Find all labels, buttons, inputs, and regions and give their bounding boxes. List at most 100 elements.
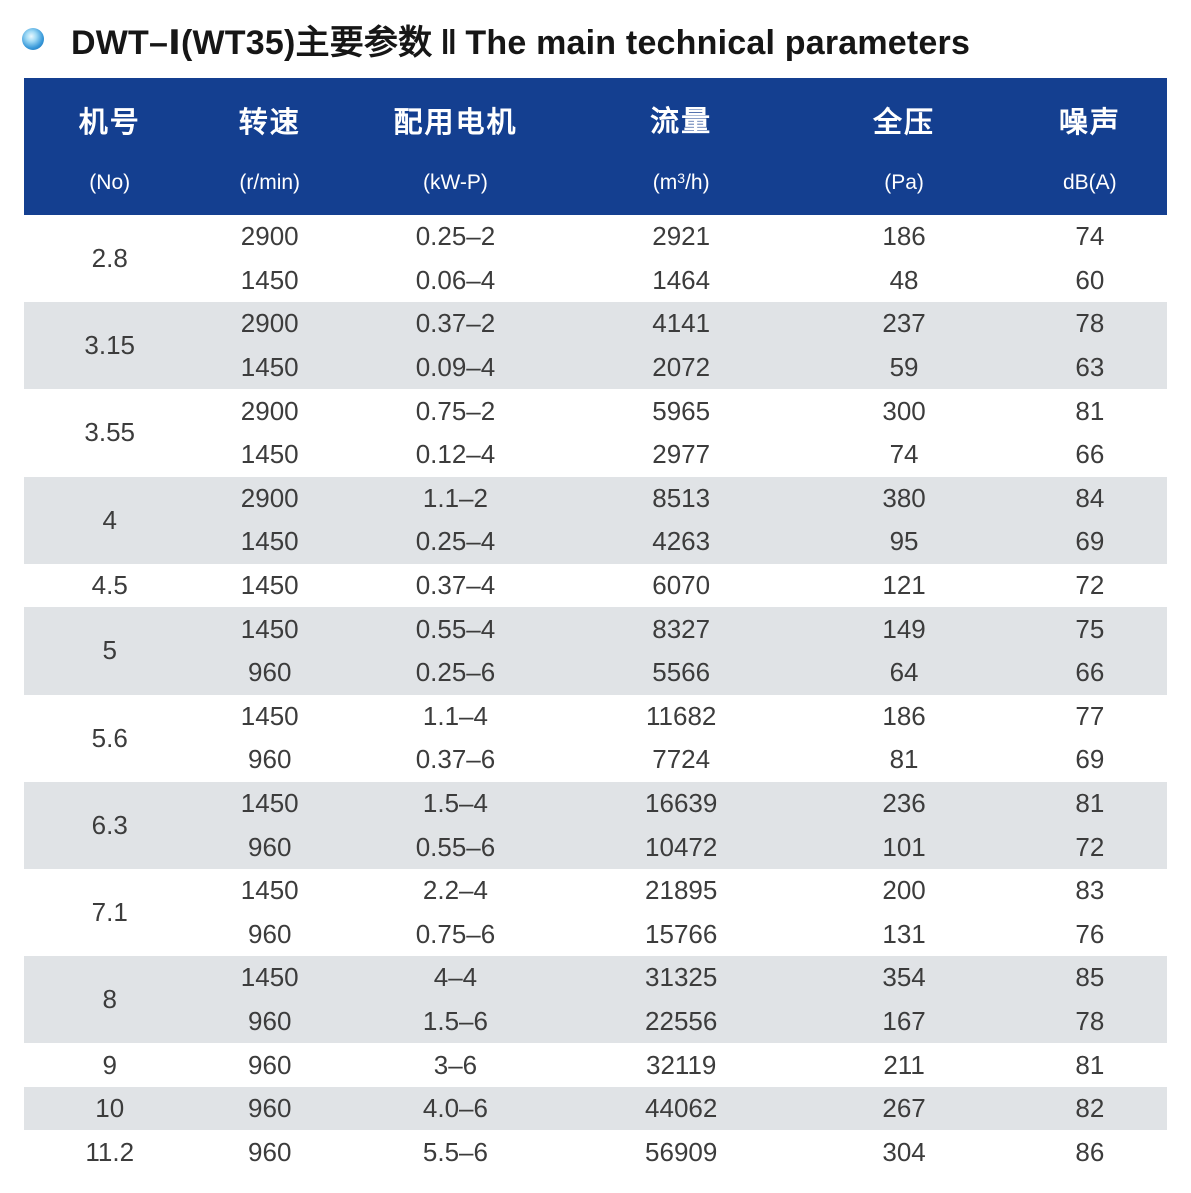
cell-no: 9 xyxy=(24,1043,196,1087)
cell-flow: 4141 xyxy=(566,302,796,346)
cell-noise: 77 xyxy=(1012,694,1167,739)
page-title-english: The main technical parameters xyxy=(465,23,971,62)
table-row: 960 0.25–6 5566 64 66 xyxy=(24,650,1167,695)
cell-motor: 0.25–4 xyxy=(344,520,567,564)
column-header-en: (m3/h) xyxy=(652,170,710,194)
cell-flow: 1464 xyxy=(566,258,796,303)
cell-no: 3.55 xyxy=(24,389,196,477)
table-row: 4.5 1450 0.37–4 6070 121 72 xyxy=(24,563,1167,608)
cell-speed: 2900 xyxy=(195,389,345,433)
cell-flow: 2977 xyxy=(566,432,796,477)
cell-flow: 7724 xyxy=(566,738,796,782)
cell-noise: 83 xyxy=(1012,868,1167,913)
column-header-no: 机号 (No) xyxy=(24,78,196,215)
table-row: 960 0.75–6 15766 131 76 xyxy=(24,912,1167,957)
table-row: 1450 0.09–4 2072 59 63 xyxy=(24,345,1167,390)
cell-flow: 8327 xyxy=(566,607,796,651)
table-row: 5 1450 0.55–4 8327 149 75 xyxy=(24,607,1167,695)
cell-speed: 960 xyxy=(195,999,345,1044)
cell-flow: 5965 xyxy=(566,389,796,433)
cell-pressure: 64 xyxy=(795,650,1013,695)
cell-noise: 63 xyxy=(1012,345,1167,390)
cell-noise: 66 xyxy=(1012,432,1167,477)
table-row: 1450 0.12–4 2977 74 66 xyxy=(24,432,1167,477)
cell-speed: 1450 xyxy=(195,258,345,303)
parameters-table: 机号 (No) 转速 (r/min) 配用电机 (kW-P) 流量 (m3/h) 全压 (Pa) 噪… xyxy=(24,78,1167,1175)
cell-no: 5.6 xyxy=(24,694,196,782)
column-header-pressure: 全压 (Pa) xyxy=(795,78,1013,215)
cell-no: 10 xyxy=(24,1086,196,1131)
column-header-zh: 噪声 xyxy=(1058,106,1121,139)
column-header-zh: 流量 xyxy=(650,106,713,138)
bullet-icon xyxy=(22,28,44,50)
table-row: 7.1 1450 2.2–4 21895 200 83 xyxy=(24,868,1167,957)
cell-speed: 960 xyxy=(195,1043,345,1087)
column-header-noise: 噪声 dB(A) xyxy=(1012,78,1167,215)
cell-pressure: 131 xyxy=(795,912,1013,957)
table-row: 1450 0.25–4 4263 95 69 xyxy=(24,520,1167,564)
column-header-zh: 全压 xyxy=(873,106,936,139)
cell-flow: 21895 xyxy=(566,868,796,913)
cell-flow: 31325 xyxy=(566,956,796,1000)
cell-pressure: 81 xyxy=(795,738,1013,782)
cell-speed: 1450 xyxy=(195,781,345,826)
cell-noise: 81 xyxy=(1012,1043,1167,1087)
cell-noise: 81 xyxy=(1012,389,1167,433)
cell-pressure: 354 xyxy=(795,956,1013,1000)
table-row: 11.2 960 5.5–6 56909 304 86 xyxy=(24,1130,1167,1175)
column-header-en: (No) xyxy=(89,170,131,194)
cell-pressure: 48 xyxy=(795,258,1013,303)
cell-motor: 4–4 xyxy=(344,956,567,1000)
table-row: 960 1.5–6 22556 167 78 xyxy=(24,999,1167,1044)
cell-noise: 76 xyxy=(1012,912,1167,957)
column-header-zh: 机号 xyxy=(78,106,141,139)
column-header-en: (Pa) xyxy=(884,170,924,194)
cell-no: 8 xyxy=(24,956,196,1044)
cell-speed: 1450 xyxy=(195,345,345,390)
cell-no: 6.3 xyxy=(24,781,196,869)
cell-no: 7.1 xyxy=(24,868,196,957)
cell-pressure: 237 xyxy=(795,302,1013,346)
cell-pressure: 186 xyxy=(795,694,1013,739)
cell-noise: 84 xyxy=(1012,476,1167,521)
cell-motor: 0.55–4 xyxy=(344,607,567,651)
cell-no: 11.2 xyxy=(24,1130,196,1175)
cell-flow: 56909 xyxy=(566,1130,796,1175)
cell-noise: 60 xyxy=(1012,258,1167,303)
cell-speed: 960 xyxy=(195,650,345,695)
cell-no: 5 xyxy=(24,607,196,695)
cell-flow: 4263 xyxy=(566,520,796,564)
cell-motor: 0.37–4 xyxy=(344,563,567,608)
table-header: 机号 (No) 转速 (r/min) 配用电机 (kW-P) 流量 (m3/h) 全压 (Pa) 噪… xyxy=(24,78,1167,215)
cell-speed: 1450 xyxy=(195,563,345,608)
cell-speed: 2900 xyxy=(195,215,345,259)
cell-flow: 22556 xyxy=(566,999,796,1044)
cell-motor: 0.55–6 xyxy=(344,825,567,869)
cell-speed: 960 xyxy=(195,912,345,957)
table-row: 1450 0.06–4 1464 48 60 xyxy=(24,258,1167,303)
cell-noise: 74 xyxy=(1012,215,1167,259)
cell-motor: 5.5–6 xyxy=(344,1130,567,1175)
cell-motor: 0.75–6 xyxy=(344,912,567,957)
table-row: 3.15 2900 0.37–2 4141 237 78 xyxy=(24,302,1167,390)
cell-motor: 1.5–6 xyxy=(344,999,567,1044)
table-row: 3.55 2900 0.75–2 5965 300 81 xyxy=(24,389,1167,477)
cell-flow: 10472 xyxy=(566,825,796,869)
cell-motor: 0.37–2 xyxy=(344,302,567,346)
cell-pressure: 380 xyxy=(795,476,1013,521)
cell-noise: 81 xyxy=(1012,781,1167,826)
cell-speed: 960 xyxy=(195,825,345,869)
cell-pressure: 211 xyxy=(795,1043,1013,1087)
cell-flow: 15766 xyxy=(566,912,796,957)
title-bar: DWT–Ⅰ(WT35)主要参数 ‖ The main technical param… xyxy=(22,14,1169,64)
cell-pressure: 236 xyxy=(795,781,1013,826)
cell-no: 3.15 xyxy=(24,302,196,390)
cell-motor: 0.25–2 xyxy=(344,215,567,259)
cell-flow: 16639 xyxy=(566,781,796,826)
cell-pressure: 304 xyxy=(795,1130,1013,1175)
cell-motor: 0.06–4 xyxy=(344,258,567,303)
cell-pressure: 95 xyxy=(795,520,1013,564)
column-header-speed: 转速 (r/min) xyxy=(195,78,345,215)
page-title-separator: ‖ xyxy=(440,23,458,62)
cell-motor: 0.09–4 xyxy=(344,345,567,390)
